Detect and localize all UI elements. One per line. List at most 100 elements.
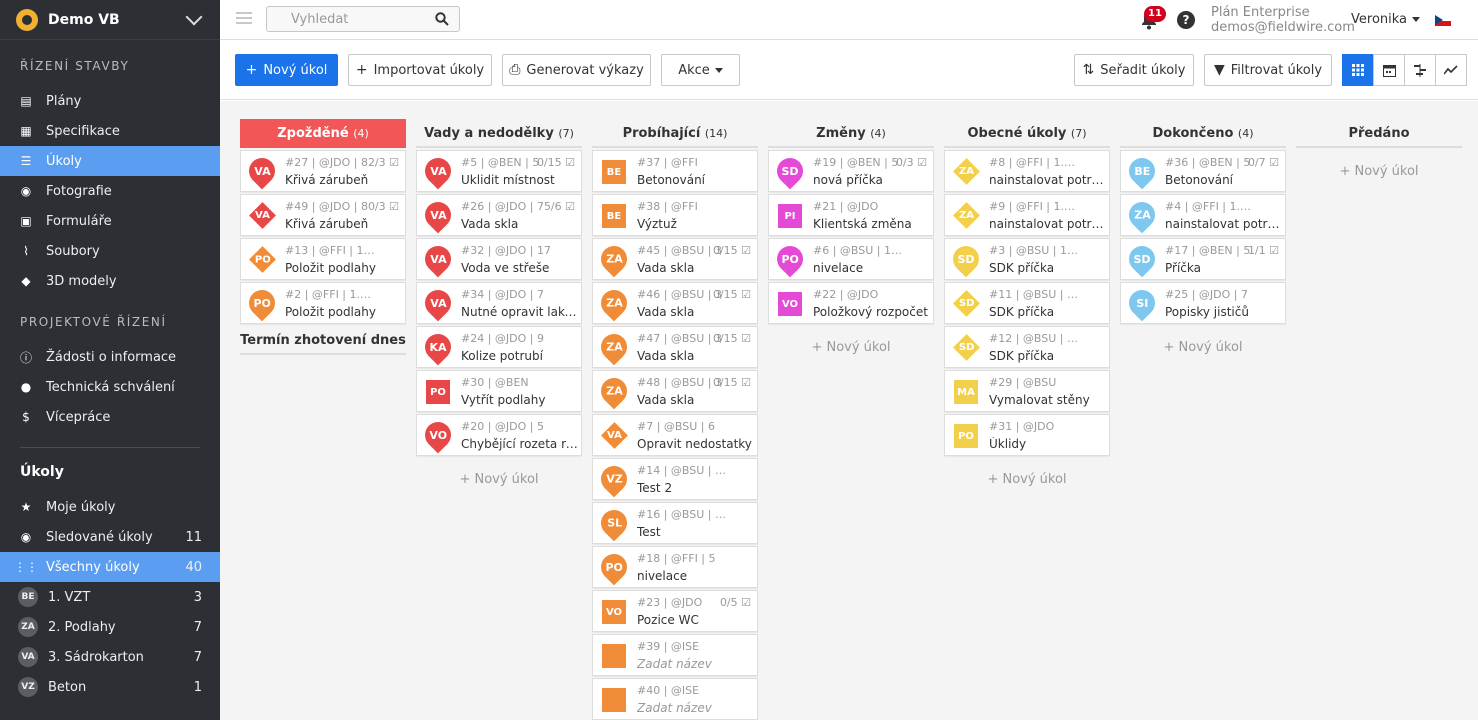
filter-tasks-button[interactable]: ▼ Filtrovat úkoly [1204, 54, 1332, 86]
sidebar-item[interactable]: ▣ Formuláře [0, 206, 220, 236]
task-card[interactable]: MA #29 | @BSU Vymalovat stěny [944, 370, 1110, 412]
task-card[interactable]: ZA #45 | @BSU | 3 0/15 ☑ Vada skla [592, 238, 758, 280]
task-card[interactable]: SL #16 | @BSU | 3.NP TY... Test [592, 502, 758, 544]
task-card[interactable]: ZA #8 | @FFI | 1.NP TYP I nainstalovat pot… [944, 150, 1110, 192]
column-header[interactable]: Změny (4) [768, 119, 934, 148]
search-icon[interactable] [435, 12, 449, 26]
task-card[interactable]: SI #25 | @JDO | 7 Popisky jističů [1120, 282, 1286, 324]
sidebar-item[interactable]: ZA 2. Podlahy 7 [0, 612, 220, 642]
task-card[interactable]: ZA #47 | @BSU | 3 0/15 ☑ Vada skla [592, 326, 758, 368]
chart-view-button[interactable] [1435, 54, 1467, 86]
sidebar-item[interactable]: ★ Moje úkoly [0, 492, 220, 522]
sidebar-item[interactable]: ⓘ Žádosti o informace [0, 342, 220, 372]
task-card[interactable]: BE #37 | @FFI Betonování [592, 150, 758, 192]
project-switcher[interactable]: Demo VB [0, 0, 220, 40]
task-card[interactable]: BE #38 | @FFI Výztuž [592, 194, 758, 236]
task-card[interactable]: SD #17 | @BEN | 5 1/1 ☑ Příčka [1120, 238, 1286, 280]
sort-tasks-button[interactable]: ⇅ Seřadit úkoly [1074, 54, 1194, 86]
sidebar-item[interactable]: ⋮⋮ Všechny úkoly 40 [0, 552, 220, 582]
sidebar-item[interactable]: ● Technická schválení [0, 372, 220, 402]
task-card[interactable]: ZA #4 | @FFI | 1.NP TYP I nainstalovat pot… [1120, 194, 1286, 236]
task-card[interactable]: VA #5 | @BEN | 5 0/15 ☑ Uklidit místnost [416, 150, 582, 192]
sidebar-item[interactable]: ▤ Plány [0, 86, 220, 116]
import-tasks-button[interactable]: + Importovat úkoly [348, 54, 492, 86]
task-title: Výztuž [637, 217, 677, 231]
task-status-icon: VO [777, 290, 803, 318]
sidebar-item[interactable]: ⌇ Soubory [0, 236, 220, 266]
add-task-button[interactable]: + Nový úkol [1163, 340, 1243, 355]
sidebar-item[interactable]: ◉ Fotografie [0, 176, 220, 206]
task-status-icon: SD [953, 334, 980, 362]
task-card[interactable]: VA #26 | @JDO | 7 5/6 ☑ Vada skla [416, 194, 582, 236]
user-menu[interactable]: Veronika [1351, 12, 1421, 27]
board-view-button[interactable] [1342, 54, 1374, 86]
column-header[interactable]: Probíhající (14) [592, 119, 758, 148]
add-task-button[interactable]: + Nový úkol [1339, 164, 1419, 179]
sidebar-item[interactable]: ◆ 3D modely [0, 266, 220, 296]
task-meta: #31 | @JDO [989, 420, 1055, 433]
task-card[interactable]: VA #49 | @JDO | 8 0/3 ☑ Křivá zárubeň [240, 194, 406, 236]
task-card[interactable]: SD #19 | @BEN | 5 0/3 ☑ nová příčka [768, 150, 934, 192]
notification-badge[interactable]: 11 [1144, 6, 1166, 22]
task-card[interactable]: VA #32 | @JDO | 17 Voda ve střeše [416, 238, 582, 280]
search-input[interactable]: Vyhledat [266, 6, 460, 32]
task-card[interactable]: BE #36 | @BEN | 5 0/7 ☑ Betonování [1120, 150, 1286, 192]
actions-dropdown[interactable]: Akce [661, 54, 740, 86]
task-card[interactable]: VO #23 | @JDO 0/5 ☑ Pozice WC [592, 590, 758, 632]
add-task-button[interactable]: + Nový úkol [987, 472, 1067, 487]
task-card[interactable]: SD #11 | @BSU | 1.NP TY... SDK příčka [944, 282, 1110, 324]
task-card[interactable]: PO #2 | @FFI | 1.NP TYP I Položit podlahy [240, 282, 406, 324]
task-card[interactable]: PI #21 | @JDO Klientská změna [768, 194, 934, 236]
category-code: VA [429, 252, 447, 266]
task-card[interactable]: #40 | @ISE Zadat název [592, 678, 758, 720]
task-card[interactable]: VA #27 | @JDO | 8 2/3 ☑ Křivá zárubeň [240, 150, 406, 192]
task-title: Křivá zárubeň [285, 173, 369, 187]
help-icon[interactable]: ? [1177, 11, 1195, 29]
task-card[interactable]: ZA #48 | @BSU | 3 0/15 ☑ Vada skla [592, 370, 758, 412]
task-card[interactable]: VO #20 | @JDO | 5 Chybějící rozeta ro... [416, 414, 582, 456]
column-header[interactable]: Obecné úkoly (7) [944, 119, 1110, 148]
calendar-view-button[interactable] [1373, 54, 1405, 86]
task-card[interactable]: ZA #9 | @FFI | 1.NP TYP I nainstalovat pot… [944, 194, 1110, 236]
avatar: VZ [18, 677, 38, 697]
task-title: nová příčka [813, 173, 883, 187]
task-card[interactable]: VO #22 | @JDO Položkový rozpočet [768, 282, 934, 324]
sidebar-item[interactable]: VA 3. Sádrokarton 7 [0, 642, 220, 672]
gantt-view-button[interactable] [1404, 54, 1436, 86]
sidebar-item[interactable]: ☰ Úkoly [0, 146, 220, 176]
column-header[interactable]: Předáno [1296, 119, 1462, 148]
hamburger-menu-icon[interactable] [236, 12, 252, 24]
add-task-button[interactable]: + Nový úkol [459, 472, 539, 487]
new-task-button[interactable]: + Nový úkol [235, 54, 338, 86]
task-status-icon: SD [947, 240, 985, 278]
task-card[interactable]: VZ #14 | @BSU | 3.NP TY... Test 2 [592, 458, 758, 500]
task-card[interactable]: SD #3 | @BSU | 1.NP TYP I SDK příčka [944, 238, 1110, 280]
add-task-button[interactable]: + Nový úkol [811, 340, 891, 355]
task-card[interactable]: ZA #46 | @BSU | 3 0/15 ☑ Vada skla [592, 282, 758, 324]
task-card[interactable]: SD #12 | @BSU | 1.NP TY... SDK příčka [944, 326, 1110, 368]
task-card[interactable]: PO #18 | @FFI | 5 nivelace [592, 546, 758, 588]
chevron-down-icon[interactable] [185, 8, 203, 25]
task-meta: #3 | @BSU | 1.NP TYP I [989, 244, 1081, 257]
task-card[interactable]: VA #34 | @JDO | 7 Nutné opravit lakování [416, 282, 582, 324]
generate-reports-button[interactable]: ⎙ Generovat výkazy [502, 54, 651, 86]
task-card[interactable]: #39 | @ISE Zadat název [592, 634, 758, 676]
task-card[interactable]: PO #6 | @BSU | 1.NP TYP I nivelace [768, 238, 934, 280]
task-card[interactable]: KA #24 | @JDO | 9 Kolize potrubí [416, 326, 582, 368]
sidebar-item[interactable]: VZ Beton 1 [0, 672, 220, 702]
sidebar-item[interactable]: $ Vícepráce [0, 402, 220, 432]
sidebar-item[interactable]: ◉ Sledované úkoly 11 [0, 522, 220, 552]
task-card[interactable]: VA #7 | @BSU | 6 Opravit nedostatky [592, 414, 758, 456]
column-header[interactable]: Zpožděné (4) [240, 119, 406, 148]
column-header[interactable]: Dokončeno (4) [1120, 119, 1286, 148]
task-card[interactable]: PO #13 | @FFI | 1.NP TYP I Položit podlahy [240, 238, 406, 280]
task-card[interactable]: PO #30 | @BEN Vytřít podlahy [416, 370, 582, 412]
czech-flag-icon[interactable] [1435, 15, 1451, 26]
category-code: ZA [1133, 208, 1151, 222]
sidebar-item[interactable]: ▦ Specifikace [0, 116, 220, 146]
column-header[interactable]: Vady a nedodělky (7) [416, 119, 582, 148]
sort-label: Seřadit úkoly [1100, 62, 1186, 78]
sidebar-item[interactable]: BE 1. VZT 3 [0, 582, 220, 612]
tasks-group-heading: Úkoly [20, 464, 64, 480]
task-card[interactable]: PO #31 | @JDO Úklidy [944, 414, 1110, 456]
